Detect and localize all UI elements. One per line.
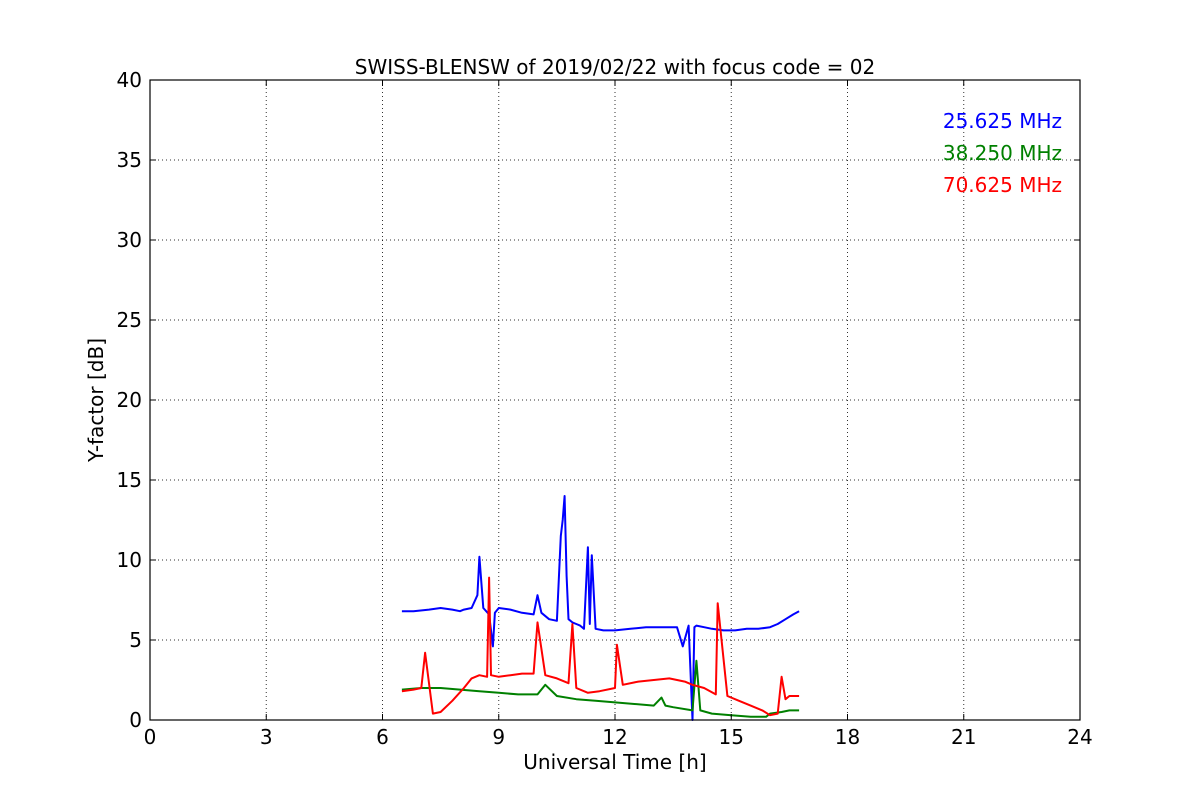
x-tick-label: 0 [144,725,157,749]
x-tick-label: 3 [260,725,273,749]
y-tick-label: 40 [117,68,142,92]
chart-title: SWISS-BLENSW of 2019/02/22 with focus co… [355,55,876,79]
x-tick-label: 21 [951,725,976,749]
y-tick-label: 25 [117,308,142,332]
grid [150,80,1080,720]
x-tick-label: 12 [602,725,627,749]
legend-entry: 38.250 MHz [943,141,1062,165]
y-tick-label: 35 [117,148,142,172]
x-axis-label: Universal Time [h] [523,750,706,774]
y-tick-label: 10 [117,548,142,572]
y-tick-label: 30 [117,228,142,252]
y-axis-label: Y-factor [dB] [84,338,108,463]
y-tick-label: 15 [117,468,142,492]
axes: 0 3 6 9 12 15 18 21 24 0 5 10 15 20 25 30 35 40 [117,68,1093,749]
x-tick-label: 18 [835,725,860,749]
legend-entry: 70.625 MHz [943,173,1062,197]
x-tick-label: 15 [719,725,744,749]
x-tick-label: 24 [1067,725,1092,749]
series-line [401,576,800,717]
plot-area [401,495,800,721]
legend-entry: 25.625 MHz [943,109,1062,133]
y-tick-label: 20 [117,388,142,412]
x-tick-label: 9 [492,725,505,749]
y-tick-label: 5 [129,628,142,652]
series-line [401,495,800,721]
y-tick-label: 0 [129,708,142,732]
series-line [401,659,800,718]
legend: 25.625 MHz 38.250 MHz 70.625 MHz [943,109,1062,197]
x-tick-label: 6 [376,725,389,749]
